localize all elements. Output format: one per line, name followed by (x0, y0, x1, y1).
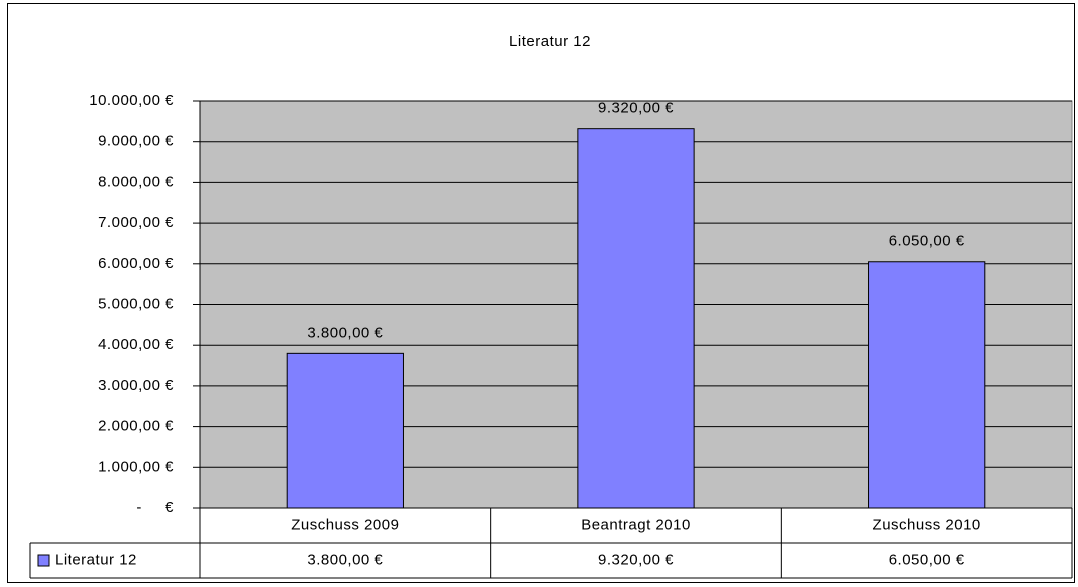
y-tick-label: 4.000,00 € (98, 336, 174, 353)
bar (868, 261, 986, 509)
y-tick-label: 3.000,00 € (98, 377, 174, 394)
legend-label: Literatur 12 (55, 551, 137, 568)
y-tick-label: 2.000,00 € (98, 418, 174, 435)
y-tick-label: 6.000,00 € (98, 255, 174, 272)
chart-title: Literatur 12 (509, 33, 591, 50)
table-value: 9.320,00 € (598, 551, 674, 568)
legend-key (37, 554, 50, 567)
data-label: 3.800,00 € (307, 324, 383, 341)
x-tick-label: Zuschuss 2010 (873, 516, 981, 533)
y-tick-label: 8.000,00 € (98, 173, 174, 190)
y-tick-label: 10.000,00 € (89, 92, 174, 109)
table-value: 6.050,00 € (889, 551, 965, 568)
table-value: 3.800,00 € (307, 551, 383, 568)
y-tick-label: 5.000,00 € (98, 295, 174, 312)
data-label: 6.050,00 € (889, 233, 965, 250)
y-tick-label: 1.000,00 € (98, 458, 174, 475)
x-tick-label: Zuschuss 2009 (291, 516, 399, 533)
y-tick-label: - € (136, 499, 174, 516)
bar (286, 352, 404, 509)
y-tick-label: 7.000,00 € (98, 214, 174, 231)
y-tick-label: 9.000,00 € (98, 133, 174, 150)
data-label: 9.320,00 € (598, 100, 674, 117)
x-tick-label: Beantragt 2010 (581, 516, 691, 533)
bar (577, 128, 695, 509)
